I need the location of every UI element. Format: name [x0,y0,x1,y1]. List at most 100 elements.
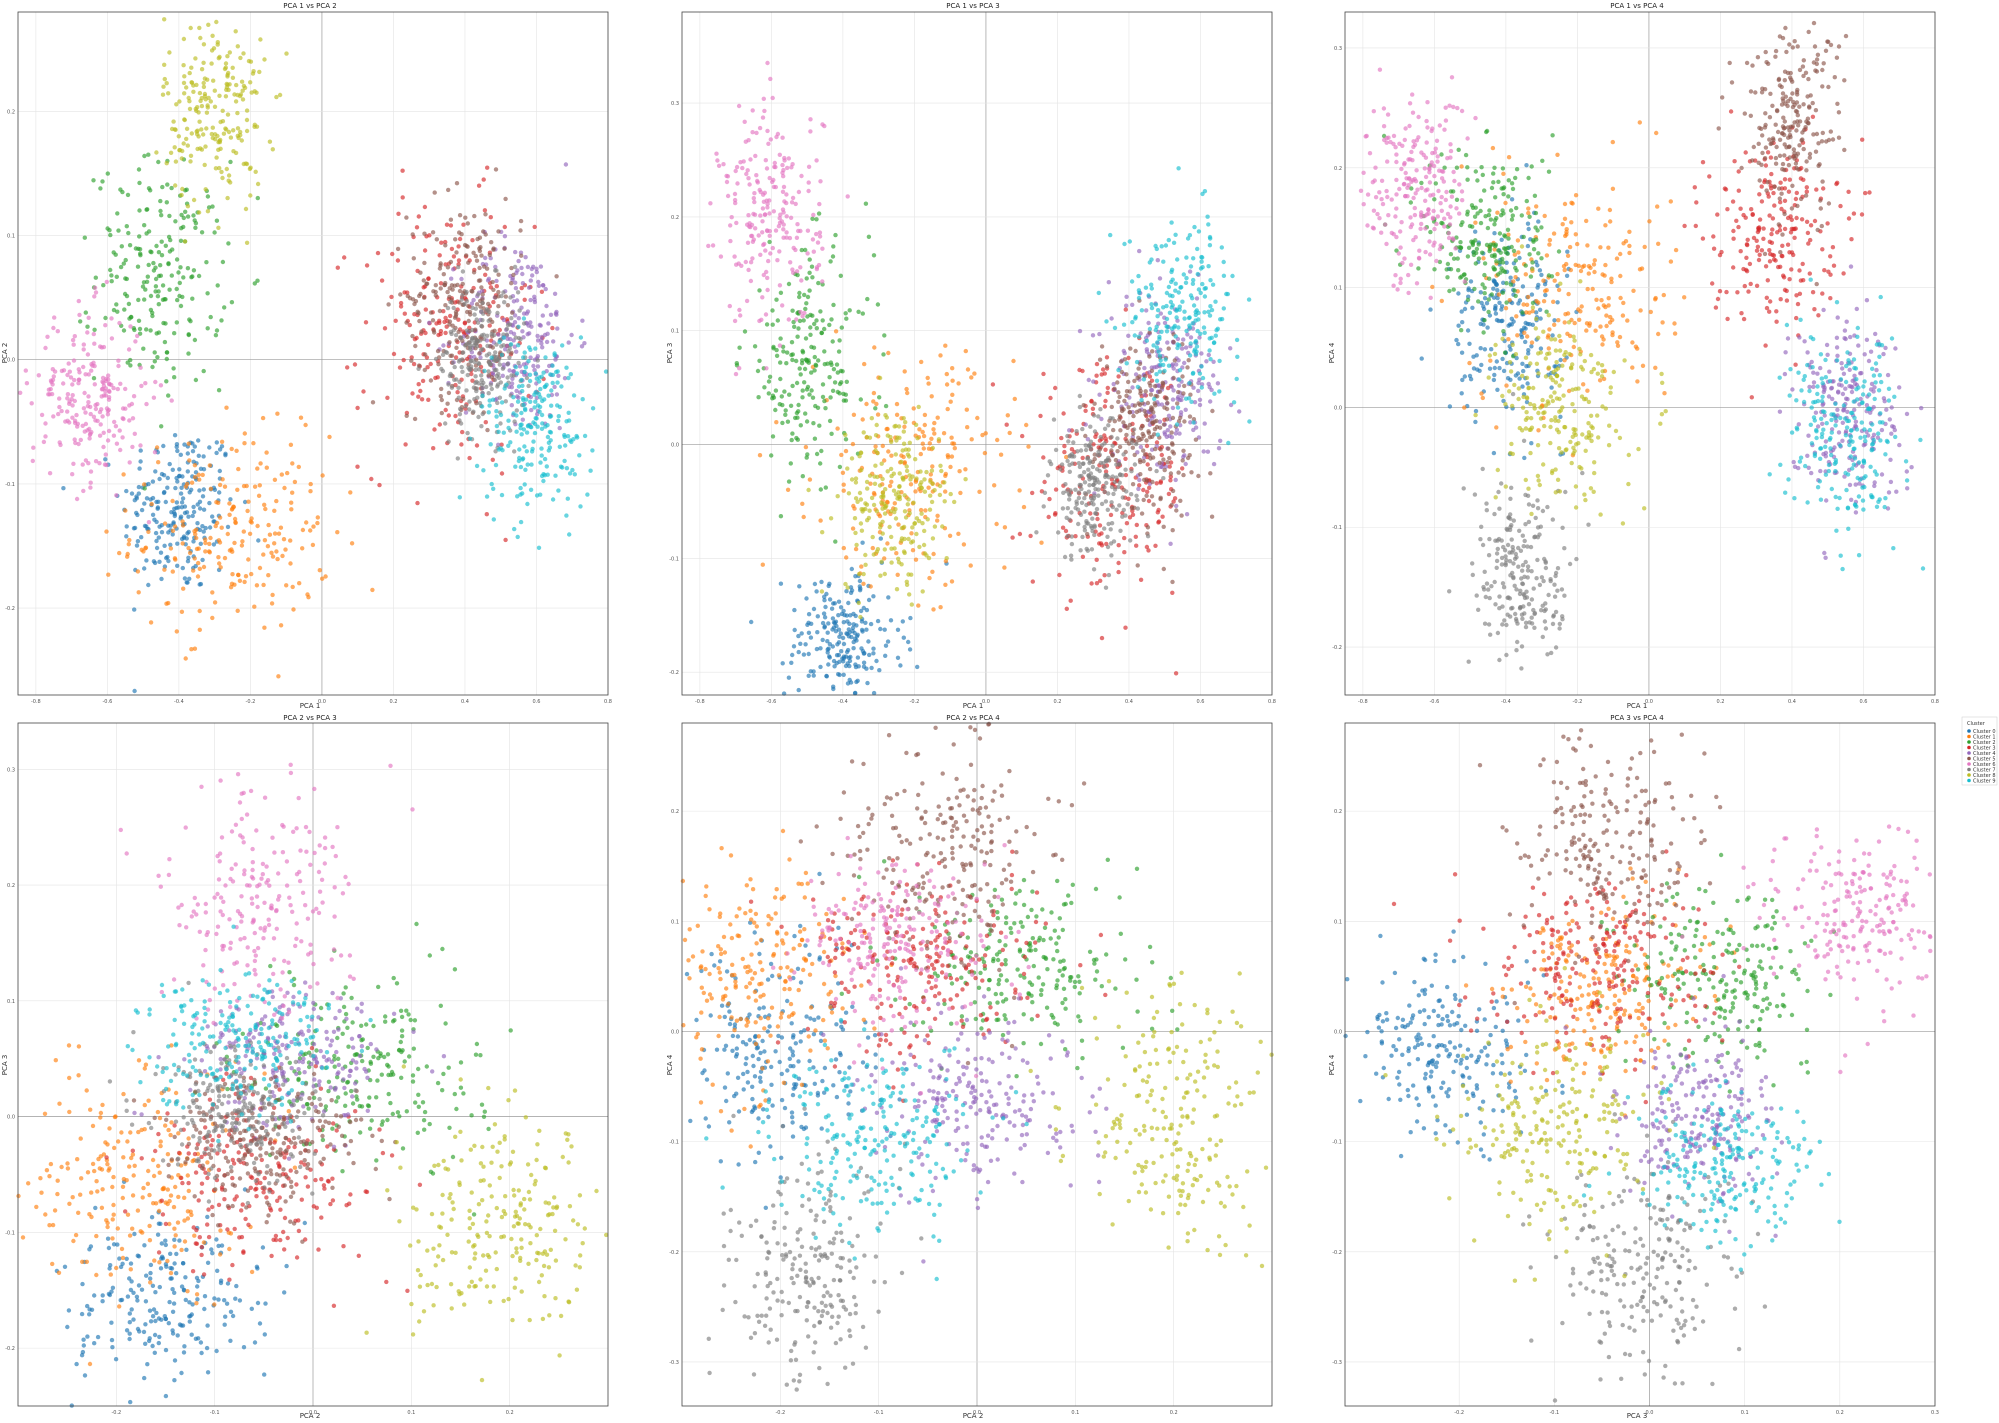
scatter-point-cluster-8 [203,187,208,192]
scatter-point-cluster-1 [1573,193,1579,198]
scatter-point-cluster-2 [1458,240,1463,245]
scatter-point-cluster-1 [957,469,962,474]
scatter-point-cluster-6 [734,164,740,170]
scatter-point-cluster-5 [1170,415,1176,421]
scatter-point-cluster-8 [859,467,864,473]
scatter-point-cluster-2 [93,275,99,280]
scatter-point-cluster-2 [205,194,211,199]
scatter-point-cluster-0 [822,598,827,603]
scatter-point-cluster-1 [303,422,308,428]
scatter-point-cluster-1 [995,437,1000,443]
scatter-point-cluster-0 [154,538,159,544]
scatter-point-cluster-2 [823,485,828,490]
scatter-point-cluster-9 [1149,305,1155,311]
scatter-point-cluster-9 [1213,333,1219,338]
scatter-point-cluster-1 [1522,330,1527,335]
scatter-point-cluster-5 [441,272,446,277]
scatter-point-cluster-9 [513,364,518,370]
scatter-point-cluster-9 [541,370,546,375]
scatter-point-cluster-1 [212,600,218,605]
scatter-point-cluster-0 [211,519,216,524]
scatter-point-cluster-8 [869,416,874,421]
scatter-point-cluster-1 [1610,139,1616,145]
scatter-point-cluster-8 [164,81,169,86]
scatter-point-cluster-5 [1141,448,1146,453]
scatter-point-cluster-9 [1167,293,1173,298]
scatter-point-cluster-3 [1030,490,1035,496]
scatter-point-cluster-0 [1529,441,1534,446]
scatter-point-cluster-7 [1078,512,1084,517]
scatter-point-cluster-9 [542,456,548,462]
scatter-point-cluster-8 [902,493,907,498]
scatter-point-cluster-1 [926,485,931,490]
scatter-point-cluster-2 [160,184,165,190]
scatter-point-cluster-9 [603,369,609,374]
scatter-point-cluster-7 [1134,441,1139,447]
scatter-point-cluster-0 [139,507,145,513]
scatter-point-cluster-5 [421,278,426,283]
scatter-point-cluster-2 [811,421,816,426]
scatter-point-cluster-9 [544,382,549,387]
scatter-point-cluster-3 [1153,543,1158,548]
scatter-point-cluster-6 [767,211,772,216]
y-tick-label: 0.1 [671,329,679,335]
scatter-point-cluster-6 [817,201,822,207]
scatter-point-cluster-6 [138,365,143,370]
scatter-point-cluster-6 [817,234,823,239]
scatter-point-cluster-8 [238,55,243,61]
scatter-point-cluster-5 [1122,357,1128,362]
scatter-point-cluster-6 [73,440,78,446]
scatter-point-cluster-5 [465,334,470,340]
scatter-point-cluster-8 [179,192,184,198]
scatter-point-cluster-9 [1206,222,1211,227]
scatter-point-cluster-8 [882,571,887,577]
scatter-point-cluster-1 [1529,340,1535,345]
scatter-point-cluster-3 [1057,572,1062,578]
scatter-point-cluster-1 [289,500,294,505]
scatter-point-cluster-0 [812,581,818,587]
scatter-point-cluster-6 [733,371,739,377]
scatter-point-cluster-0 [824,673,829,679]
scatter-point-cluster-5 [1164,406,1170,412]
scatter-point-cluster-6 [152,450,158,455]
scatter-point-cluster-9 [1202,330,1207,335]
scatter-point-cluster-1 [982,450,988,456]
scatter-point-cluster-1 [918,451,923,457]
scatter-point-cluster-0 [203,525,208,531]
scatter-point-cluster-8 [254,90,259,95]
scatter-point-cluster-6 [734,220,739,226]
scatter-point-cluster-3 [494,284,499,289]
scatter-point-cluster-8 [203,144,208,149]
scatter-point-cluster-1 [310,542,316,548]
scatter-point-cluster-9 [538,492,543,497]
scatter-point-cluster-8 [906,497,911,502]
scatter-point-cluster-5 [1142,452,1148,457]
scatter-point-cluster-0 [1419,356,1424,361]
scatter-point-cluster-8 [919,480,924,485]
scatter-point-cluster-5 [452,315,458,320]
scatter-point-cluster-0 [192,444,197,449]
scatter-point-cluster-5 [483,212,488,217]
scatter-point-cluster-0 [841,672,846,677]
scatter-point-cluster-9 [1202,294,1208,299]
scatter-point-cluster-1 [281,537,287,542]
scatter-point-cluster-9 [1187,315,1192,320]
scatter-point-cluster-6 [92,382,98,387]
scatter-point-cluster-2 [150,310,155,315]
scatter-point-cluster-0 [786,675,792,680]
scatter-point-cluster-1 [1682,295,1687,300]
scatter-point-cluster-1 [926,381,931,386]
scatter-point-cluster-2 [214,328,220,333]
scatter-point-cluster-6 [71,358,77,363]
scatter-point-cluster-6 [790,195,796,201]
scatter-point-cluster-2 [114,274,120,279]
scatter-point-cluster-7 [507,346,512,351]
scatter-point-cluster-7 [1082,491,1088,496]
scatter-point-cluster-7 [455,456,460,461]
scatter-point-cluster-2 [778,376,783,382]
scatter-point-cluster-4 [563,162,569,167]
scatter-point-cluster-5 [447,319,453,324]
scatter-point-cluster-2 [790,431,795,436]
scatter-point-cluster-6 [767,175,772,181]
scatter-point-cluster-2 [789,352,794,358]
